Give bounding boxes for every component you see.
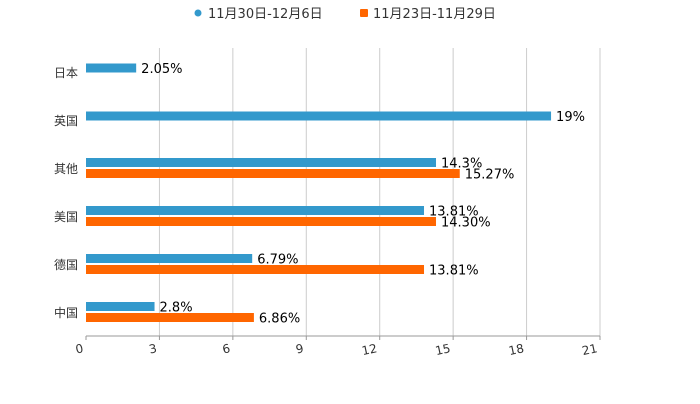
- bar-series-1[interactable]: [86, 302, 155, 311]
- x-tick-label: 12: [360, 341, 378, 358]
- x-tick-label: 21: [581, 341, 599, 358]
- bar-series-1[interactable]: [86, 158, 437, 167]
- data-label-series-1: 19%: [556, 110, 585, 125]
- bar-series-2[interactable]: [86, 169, 460, 178]
- bar-series-1[interactable]: [86, 254, 253, 263]
- bar-series-2[interactable]: [86, 313, 254, 322]
- bar-series-1[interactable]: [86, 206, 425, 215]
- category-label: 其他: [54, 162, 78, 176]
- legend-label-series-2: 11月23日-11月29日: [373, 7, 496, 22]
- x-tick-label: 9: [295, 341, 305, 356]
- x-tick-label: 15: [434, 341, 452, 358]
- data-label-series-2: 15.27%: [465, 168, 515, 183]
- data-label-series-1: 13.81%: [429, 205, 479, 220]
- x-axis-ticks: 0 3 6 9 12 15 18 21: [74, 336, 601, 358]
- category-label: 美国: [54, 210, 78, 224]
- data-labels: 2.05%19%14.3%15.27%13.81%14.30%6.79%13.8…: [141, 62, 585, 327]
- category-label: 日本: [54, 66, 78, 80]
- gridlines: [158, 48, 601, 336]
- legend-marker-series-2: [360, 9, 368, 17]
- x-tick-label: 6: [221, 341, 231, 356]
- category-label: 德国: [54, 257, 78, 272]
- data-label-series-1: 2.8%: [160, 301, 193, 316]
- legend: 11月30日-12月6日 11月23日-11月29日: [194, 7, 496, 22]
- legend-label-series-1: 11月30日-12月6日: [208, 7, 323, 22]
- bar-series-2[interactable]: [86, 217, 437, 226]
- data-label-series-2: 14.30%: [441, 216, 491, 231]
- x-tick-label: 0: [74, 341, 84, 356]
- data-label-series-2: 6.86%: [259, 312, 300, 327]
- data-label-series-1: 2.05%: [141, 62, 182, 77]
- bar-series-1[interactable]: [86, 111, 552, 121]
- data-label-series-1: 14.3%: [441, 157, 482, 172]
- legend-marker-series-1: [194, 9, 202, 17]
- bar-series-1[interactable]: [86, 63, 137, 73]
- category-label: 英国: [54, 114, 78, 128]
- data-label-series-1: 6.79%: [257, 253, 298, 268]
- category-label: 中国: [54, 305, 78, 320]
- bar-series-2[interactable]: [86, 265, 425, 274]
- data-label-series-2: 13.81%: [429, 264, 479, 279]
- x-tick-label: 3: [148, 341, 158, 356]
- bars: [86, 63, 552, 322]
- x-tick-label: 18: [507, 341, 525, 358]
